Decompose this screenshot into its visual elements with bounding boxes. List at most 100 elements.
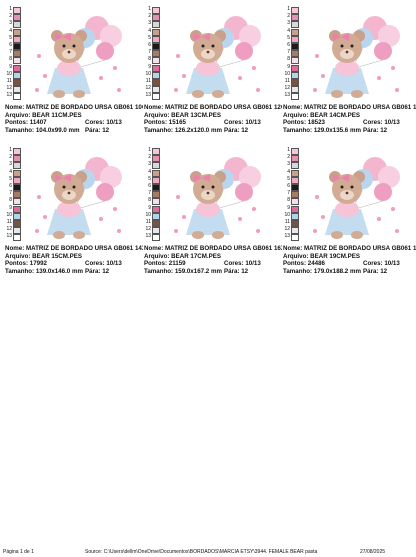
color-row: 11 [144, 78, 164, 86]
design-size: Tamanho: 104.0x99.0 mm [5, 126, 80, 134]
color-row: 6 [144, 42, 164, 50]
color-row: 6 [5, 42, 25, 50]
color-swatch [13, 148, 21, 155]
color-row: 8 [283, 56, 303, 65]
color-number: 2 [148, 154, 151, 161]
color-swatch [291, 155, 299, 163]
info-row: Tamanho: 104.0x99.0 mm Pára: 12 [5, 127, 143, 135]
color-swatch [291, 191, 299, 199]
design-size: Tamanho: 179.0x188.2 mm [283, 267, 361, 275]
color-swatch [152, 227, 160, 235]
color-row: 10 [144, 211, 164, 220]
color-row: 13 [144, 233, 164, 242]
color-number: 5 [148, 34, 151, 41]
design-info: Nome: MATRIZ DE BORDADO URSA GB061 10CM A… [5, 104, 143, 134]
color-row: 5 [144, 34, 164, 43]
color-row: 3 [144, 161, 164, 170]
color-swatch [13, 7, 21, 14]
footer-page: Página 1 de 1 [3, 549, 34, 555]
color-row: 2 [5, 13, 25, 22]
color-swatch [13, 14, 21, 22]
bear-illustration [174, 16, 261, 98]
bear-illustration [35, 16, 122, 98]
design-info: Nome: MATRIZ DE BORDADO URSA GB061 18 Arq… [283, 245, 416, 275]
color-swatch [13, 50, 21, 58]
color-swatch [13, 176, 21, 184]
color-row: 5 [5, 35, 25, 43]
design-name: Nome: MATRIZ DE BORDADO URSA GB061 14X2 [5, 245, 143, 252]
color-swatch [13, 198, 21, 206]
color-row: 1 [144, 6, 164, 14]
color-number: 6 [287, 182, 290, 189]
color-swatch [291, 205, 299, 213]
color-number: 2 [287, 13, 290, 20]
color-number: 9 [287, 63, 290, 70]
color-swatch [291, 148, 299, 155]
color-swatch [13, 64, 21, 72]
color-swatch [152, 234, 160, 242]
color-swatch [152, 35, 160, 43]
color-row: 10 [5, 212, 25, 220]
design-file: Arquivo: BEAR 15CM.PES [5, 252, 83, 260]
color-row: 6 [144, 183, 164, 191]
color-swatch [291, 35, 299, 43]
color-swatch [152, 148, 160, 155]
color-number: 3 [9, 161, 12, 168]
color-swatch [291, 42, 299, 50]
color-number: 2 [9, 13, 12, 20]
color-row: 5 [5, 176, 25, 184]
color-row: 12 [5, 226, 25, 235]
color-count: Cores: 10/13 [85, 260, 122, 268]
color-number: 4 [9, 168, 12, 175]
color-number: 6 [9, 182, 12, 189]
color-swatch [13, 169, 21, 177]
color-row: 11 [283, 77, 303, 86]
color-count: Cores: 10/13 [363, 260, 400, 268]
color-number: 10 [145, 211, 151, 218]
color-swatch [152, 28, 160, 36]
color-number: 8 [9, 56, 12, 63]
color-number: 3 [148, 20, 151, 27]
color-number: 3 [287, 20, 290, 27]
color-row: 13 [5, 92, 25, 101]
design-name: Nome: MATRIZ DE BORDADO URSA GB061 16X2 [144, 245, 282, 252]
color-number: 3 [148, 161, 151, 168]
color-swatch [13, 219, 21, 227]
color-row: 7 [144, 49, 164, 58]
color-swatch [152, 50, 160, 58]
stop-count: Pára: 12 [85, 126, 110, 134]
stitch-count: Pontos: 24486 [283, 260, 325, 268]
color-number: 5 [148, 175, 151, 182]
color-swatch [13, 205, 21, 213]
color-count: Cores: 10/13 [224, 119, 261, 127]
color-row: 4 [144, 28, 164, 36]
cell: 1 2 3 4 5 6 7 8 9 10 11 12 13 Nome: MATRIZ DE BORDAD… [5, 6, 143, 138]
color-number: 8 [9, 197, 12, 204]
color-row: 9 [283, 205, 303, 213]
stop-count: Pára: 12 [224, 267, 249, 275]
color-number: 5 [287, 34, 290, 41]
design-size: Tamanho: 159.0x167.2 mm [144, 267, 222, 275]
color-row: 8 [5, 197, 25, 206]
color-number: 9 [9, 204, 12, 211]
design-info: Nome: MATRIZ DE BORDADO URSA GB061 14X2 A… [5, 245, 143, 275]
color-swatch [13, 21, 21, 29]
info-row: Pontos: 24486 Cores: 10/13 [283, 260, 416, 268]
color-swatch [152, 191, 160, 199]
color-swatch [152, 7, 160, 14]
stitch-count: Pontos: 15165 [144, 119, 186, 127]
color-swatch [13, 234, 21, 242]
color-swatch [152, 71, 160, 79]
info-row: Pontos: 21159 Cores: 10/13 [144, 260, 282, 268]
color-swatch [152, 93, 160, 101]
color-number: 1 [287, 147, 290, 153]
color-number: 11 [284, 77, 290, 84]
color-number: 8 [148, 56, 151, 63]
color-swatch [291, 183, 299, 191]
color-swatch [152, 183, 160, 191]
color-row: 7 [283, 49, 303, 58]
color-list: 1 2 3 4 5 6 7 8 9 10 11 12 13 [144, 6, 164, 101]
color-swatch [13, 57, 21, 65]
color-row: 2 [283, 13, 303, 22]
color-row: 4 [283, 169, 303, 177]
